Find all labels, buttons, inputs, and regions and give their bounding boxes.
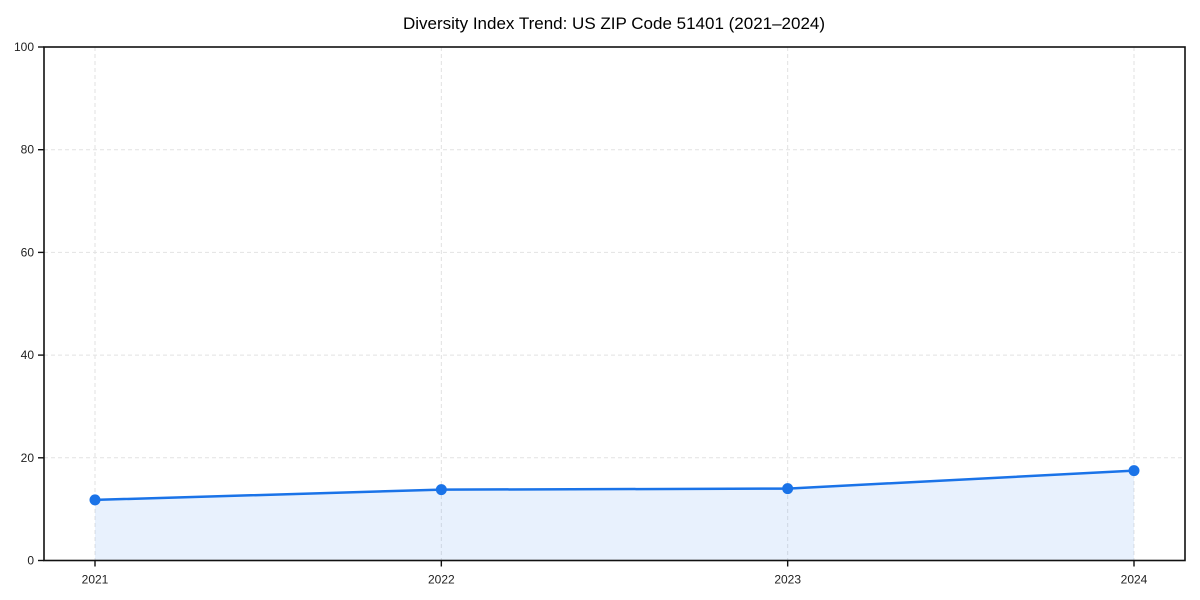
chart-title: Diversity Index Trend: US ZIP Code 51401… [403,14,825,33]
y-tick-label: 60 [21,245,35,259]
tick-layer: 0 20 40 60 80 100 2021 2022 2023 2024 [14,40,1148,587]
y-tick-label: 80 [21,143,35,157]
area-layer [95,470,1134,561]
data-point-2023 [782,483,794,495]
line-layer [93,469,1136,502]
x-tick-label: 2024 [1121,573,1148,587]
x-tick-label: 2021 [82,573,109,587]
x-tick-label: 2023 [774,573,801,587]
marker-layer [89,465,1140,506]
y-tick-label: 40 [21,348,35,362]
data-point-2022 [435,484,447,496]
data-point-2021 [89,494,101,506]
data-point-2024 [1128,465,1140,477]
y-tick-label: 0 [27,554,34,568]
y-tick-label: 100 [14,40,34,54]
trend-line [93,469,1136,502]
axis-layer [43,46,1186,562]
y-tick-label: 20 [21,451,35,465]
plot-border [43,46,1186,562]
area-fill [95,470,1134,561]
x-tick-label: 2022 [428,573,455,587]
